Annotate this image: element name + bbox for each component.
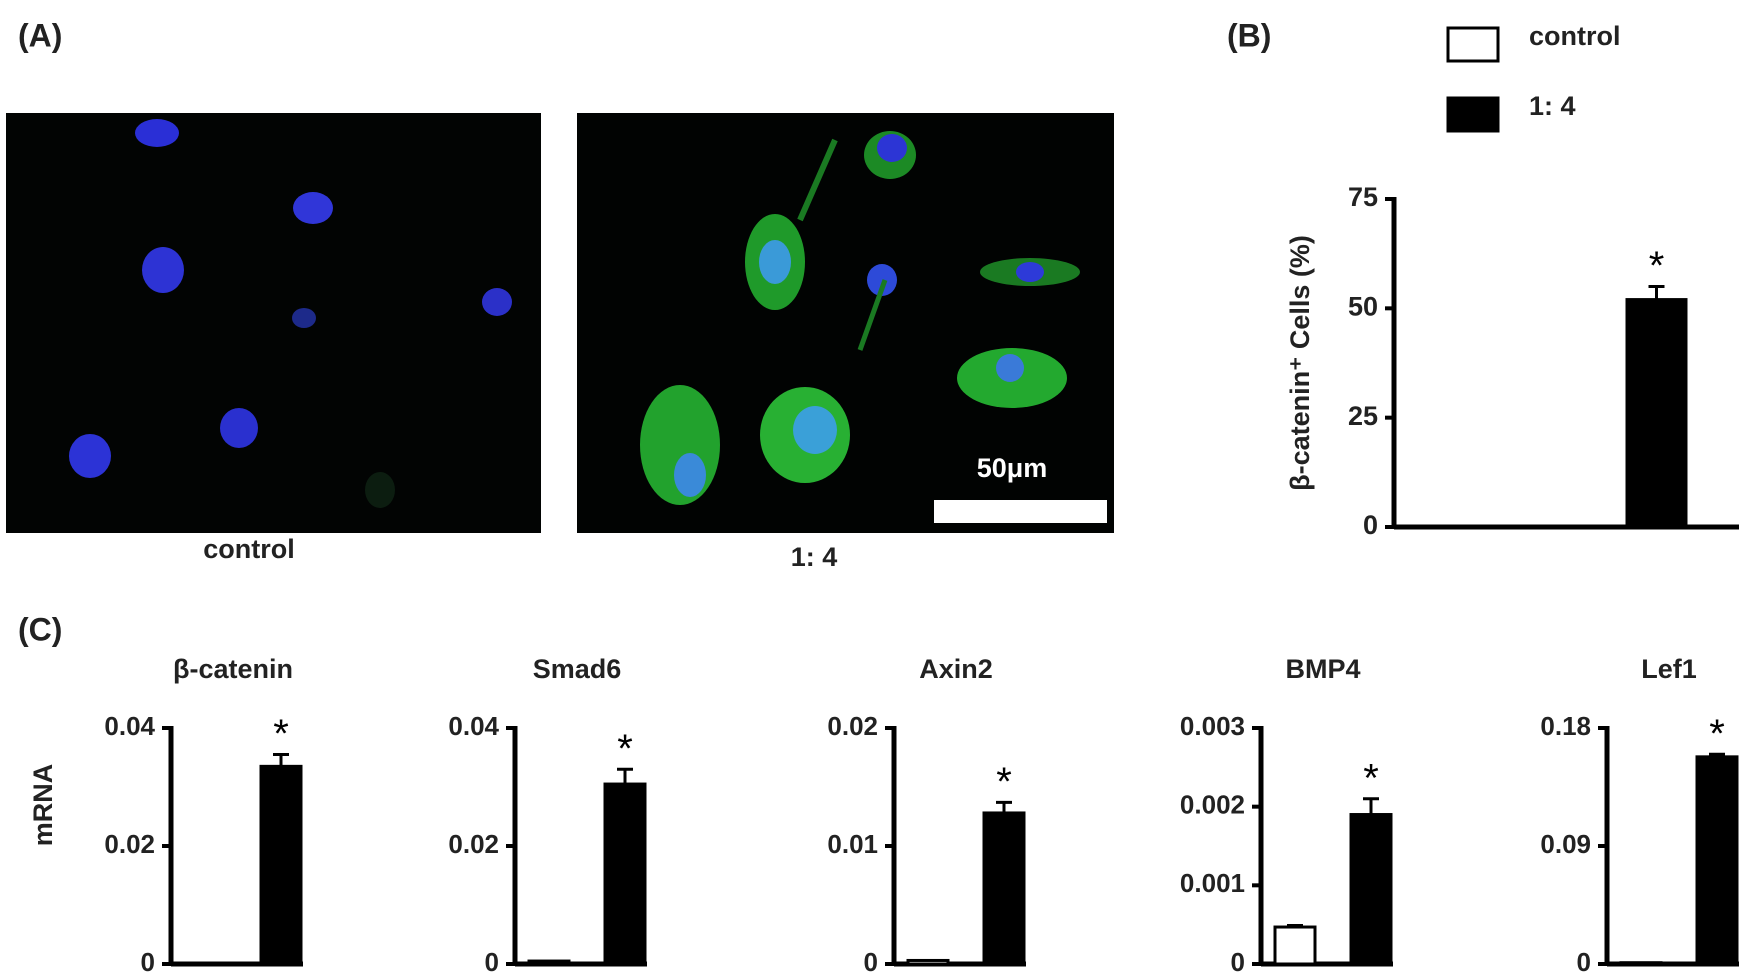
chart-title: Axin2 xyxy=(919,654,993,684)
y-tick-label: 0.002 xyxy=(1180,790,1245,820)
y-tick-label: 0.09 xyxy=(1540,829,1591,859)
y-tick-label: 0 xyxy=(1231,947,1245,977)
error-bar xyxy=(617,767,633,785)
error-bar xyxy=(1648,284,1665,300)
bar xyxy=(1625,298,1688,529)
bar xyxy=(906,958,950,966)
error-bar xyxy=(273,753,289,767)
image-caption: 1: 4 xyxy=(791,542,838,572)
error-bar xyxy=(1363,797,1379,815)
y-tick-label: 0.02 xyxy=(827,711,878,741)
y-tick-label: 50 xyxy=(1348,291,1378,321)
image-caption: control xyxy=(203,534,295,564)
y-tick-label: 0.18 xyxy=(1540,711,1591,741)
scale-bar-label: 50μm xyxy=(977,453,1048,483)
error-bar xyxy=(1709,752,1725,757)
bar xyxy=(982,811,1026,966)
y-tick-label: 25 xyxy=(1348,401,1378,431)
significance-mark: * xyxy=(996,760,1012,804)
y-tick-label: 0 xyxy=(1363,510,1378,540)
y-axis-label: β-catenin⁺ Cells (%) xyxy=(1285,235,1315,491)
legend-swatch xyxy=(1446,26,1500,63)
panel-label: (A) xyxy=(18,17,62,53)
y-axis-label: mRNA xyxy=(28,764,58,847)
significance-mark: * xyxy=(617,727,633,771)
y-tick-label: 0.04 xyxy=(448,711,499,741)
bar xyxy=(603,782,647,966)
panel-label: (B) xyxy=(1227,17,1271,53)
chart-title: Lef1 xyxy=(1641,654,1697,684)
y-tick-label: 0 xyxy=(864,947,878,977)
y-tick-label: 0 xyxy=(141,947,155,977)
significance-mark: * xyxy=(273,712,289,756)
chart-title: BMP4 xyxy=(1285,654,1360,684)
error-bar xyxy=(1287,923,1303,928)
significance-mark: * xyxy=(1649,244,1665,288)
legend-swatch xyxy=(1446,96,1500,133)
significance-mark: * xyxy=(1709,712,1725,756)
error-bar xyxy=(996,800,1012,813)
legend-label: 1: 4 xyxy=(1529,91,1576,121)
y-tick-label: 0 xyxy=(485,947,499,977)
significance-mark: * xyxy=(1363,756,1379,800)
y-tick-label: 0.01 xyxy=(827,829,878,859)
y-tick-label: 0.02 xyxy=(104,829,155,859)
bar xyxy=(259,764,303,966)
panel-label: (C) xyxy=(18,611,62,647)
bar xyxy=(1273,925,1317,966)
micrograph-control xyxy=(6,113,541,533)
y-tick-label: 0 xyxy=(1577,947,1591,977)
bar xyxy=(1695,755,1739,966)
y-tick-label: 0.001 xyxy=(1180,868,1245,898)
chart-title: Smad6 xyxy=(533,654,622,684)
bar xyxy=(1619,961,1663,966)
bar xyxy=(527,959,571,966)
legend-label: control xyxy=(1529,21,1621,51)
chart-title: β-catenin xyxy=(173,654,293,684)
y-tick-label: 0.02 xyxy=(448,829,499,859)
micrograph-treated: 50μm xyxy=(577,113,1114,533)
y-tick-label: 0.003 xyxy=(1180,711,1245,741)
y-tick-label: 0.04 xyxy=(104,711,155,741)
bar xyxy=(1349,813,1393,966)
y-tick-label: 75 xyxy=(1348,182,1378,212)
